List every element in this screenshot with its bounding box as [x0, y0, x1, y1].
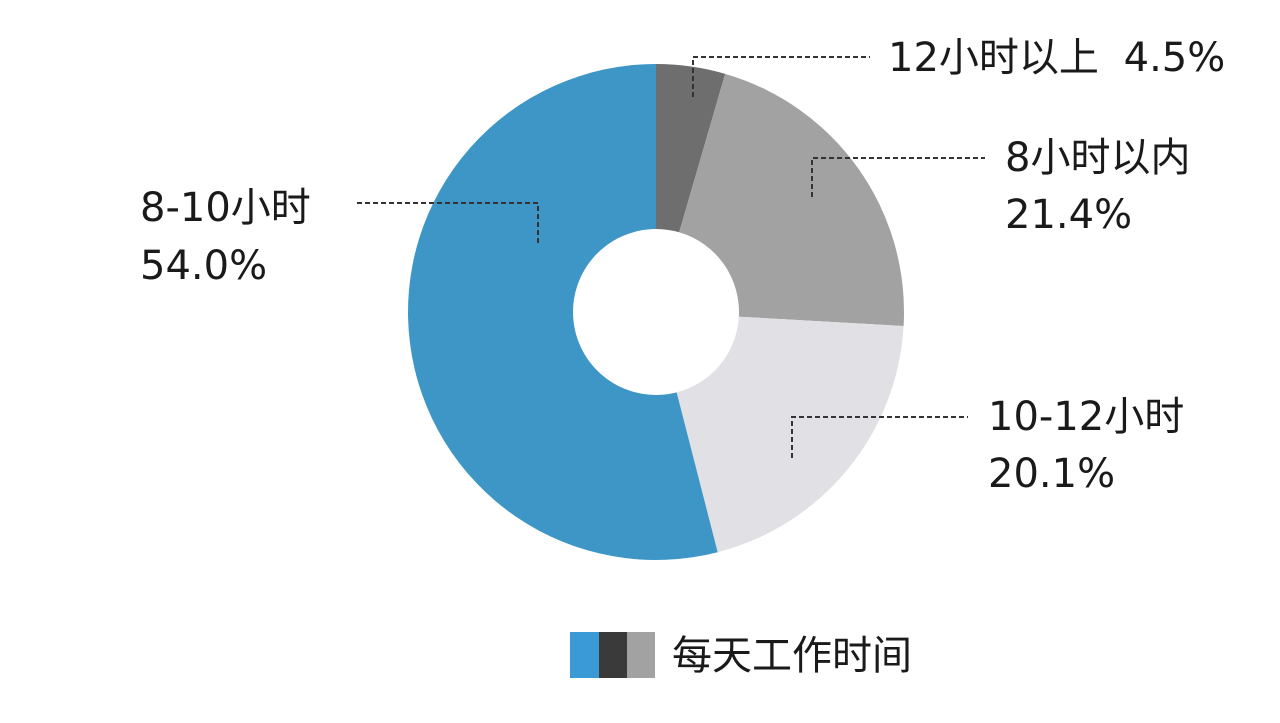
slice-2 — [676, 316, 904, 553]
donut-slices — [407, 64, 904, 561]
leader-line-10-12h — [791, 416, 968, 458]
legend-swatch-gray — [627, 632, 655, 678]
label-10-12h-value: 20.1% — [988, 451, 1115, 497]
label-8-10h-name: 8-10小时 — [140, 185, 311, 231]
label-12h-plus-name: 12小时以上 — [888, 35, 1099, 81]
legend-swatch-dark — [599, 632, 627, 678]
label-8h-within-value: 21.4% — [1005, 192, 1132, 238]
leader-line-8-10h — [357, 202, 539, 243]
legend: 每天工作时间 — [570, 632, 912, 679]
label-12h-plus: 12小时以上 4.5% — [888, 35, 1225, 81]
label-8-10h-value: 54.0% — [140, 243, 267, 289]
leader-line-12h-plus — [692, 56, 870, 97]
legend-swatch-blue — [570, 632, 599, 678]
slice-0 — [656, 64, 726, 233]
label-10-12h-name: 10-12小时 — [988, 394, 1184, 440]
legend-label: 每天工作时间 — [672, 633, 912, 679]
slice-1 — [679, 73, 904, 327]
label-8h-within-name: 8小时以内 — [1005, 135, 1190, 181]
slice-3 — [407, 64, 718, 561]
label-12h-plus-value: 4.5% — [1124, 35, 1226, 81]
leader-line-8h-within — [811, 157, 985, 197]
